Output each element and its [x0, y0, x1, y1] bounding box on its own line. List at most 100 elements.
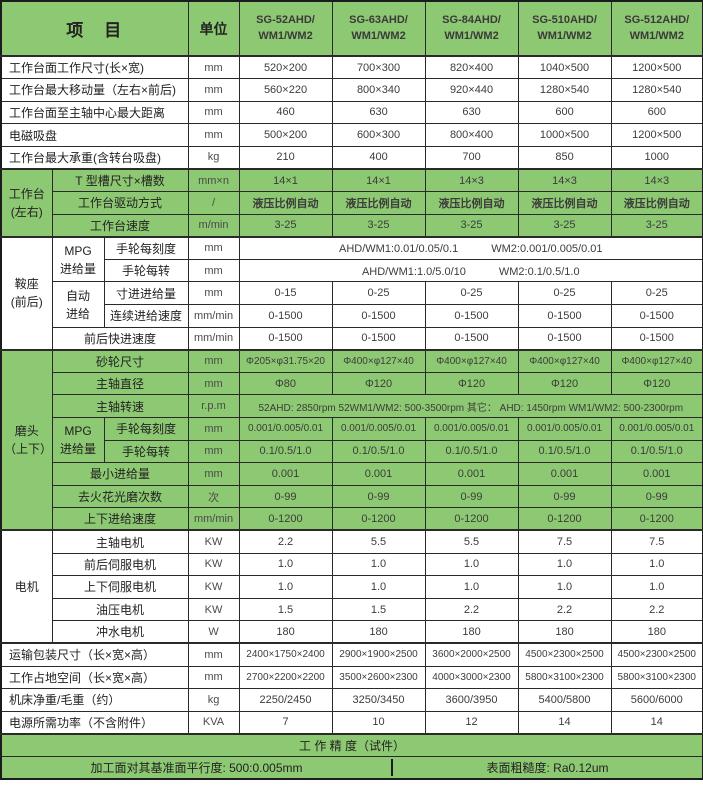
value-cell: 1.0 — [238, 575, 333, 599]
value-cell: 1280×540 — [610, 78, 703, 102]
value-cell: 液压比例自动 — [331, 191, 426, 215]
row-label: 工作台驱动方式 — [51, 191, 189, 215]
value-cell: 3250/3450 — [331, 688, 426, 712]
value-cell: 0-1500 — [424, 326, 519, 351]
unit-cell: mm — [187, 78, 240, 102]
value-cell: 0-25 — [610, 281, 703, 306]
unit-cell: KW — [187, 597, 240, 622]
value-cell: 1.0 — [517, 575, 612, 599]
unit-cell: mm — [187, 462, 240, 486]
value-cell: 1.0 — [331, 552, 426, 577]
value-cell: 820×400 — [424, 55, 519, 80]
value-cell: 1.0 — [610, 552, 703, 577]
value-cell: 2250/2450 — [238, 688, 333, 712]
value-cell: 14×1 — [238, 167, 333, 193]
unit-cell: mm/min — [187, 507, 240, 531]
row-label: 上下伺服电机 — [51, 575, 189, 599]
value-cell: 5.5 — [424, 529, 519, 554]
table-row: 工作台最大移动量（左右×前后) mm 560×220 800×340 920×4… — [0, 78, 703, 102]
merged-value-cell: 52AHD: 2850rpm 52WM1/WM2: 500-3500rpm 其它… — [238, 394, 703, 418]
row-label: 去火花光磨次数 — [51, 484, 189, 509]
value-cell: 0.001/0.005/0.01 — [331, 417, 426, 441]
row-label: 油压电机 — [51, 597, 189, 622]
value-cell: 5400/5800 — [517, 688, 612, 712]
value-cell: 7 — [238, 710, 333, 735]
value-cell: 600 — [517, 100, 612, 125]
value-cell: 210 — [238, 145, 333, 170]
unit-cell: kg — [187, 145, 240, 170]
value-cell: 1000×500 — [517, 123, 612, 147]
accuracy-title: 工 作 精 度（试件） — [0, 732, 703, 757]
value-cell: 0-25 — [331, 281, 426, 306]
table-row: MPG 进给量 手轮每刻度 mm 0.001/0.005/0.01 0.001/… — [1, 416, 703, 464]
value-cell: 2.2 — [238, 529, 333, 554]
table-row: 主轴转速 r.p.m 52AHD: 2850rpm 52WM1/WM2: 500… — [1, 394, 703, 418]
subgroup-label-mpg: MPG 进给量 — [51, 235, 105, 283]
value-cell: 5800×3100×2300 — [517, 665, 612, 690]
value-cell: 1.0 — [331, 575, 426, 599]
row-label: 电磁吸盘 — [0, 123, 189, 147]
value-cell: 700 — [424, 145, 519, 170]
unit-cell: r.p.m — [187, 394, 240, 418]
value-cell: 0.001 — [424, 462, 519, 486]
table-row: 去火花光磨次数 次 0-99 0-99 0-99 0-99 0-99 — [1, 484, 703, 509]
value-cell: 5800×3100×2300 — [610, 665, 703, 690]
subgroup-label-mpg: MPG 进给量 — [51, 416, 105, 464]
value-cell: Φ120 — [517, 371, 612, 396]
value-cell: 1.5 — [238, 597, 333, 622]
row-label: 主轴电机 — [51, 529, 189, 554]
value-cell: 630 — [331, 100, 426, 125]
value-cell: 2700×2200×2200 — [238, 665, 333, 690]
row-label: 最小进给量 — [51, 462, 189, 486]
value-cell: 600 — [610, 100, 703, 125]
merged-value-cell: AHD/WM1:1.0/5.0/10 WM2:0.1/0.5/1.0 — [238, 258, 703, 283]
value-cell: 0-1500 — [331, 326, 426, 351]
table-row: 电磁吸盘 mm 500×200 600×300 800×400 1000×500… — [0, 123, 703, 147]
value-cell: 1.0 — [238, 552, 333, 577]
column-header-model-sg52: SG-52AHD/ WM1/WM2 — [238, 0, 333, 57]
value-cell: 1.0 — [610, 575, 703, 599]
unit-cell: mm — [187, 348, 240, 373]
value-cell: 700×300 — [331, 55, 426, 80]
row-label: 手轮每转 — [103, 258, 189, 283]
value-cell: Φ120 — [331, 371, 426, 396]
table-row: 冲水电机 W 180 180 180 180 180 — [1, 620, 703, 644]
value-cell: 14×3 — [424, 167, 519, 193]
accuracy-values-cell: 加工面对其基准面平行度: 500:0.005mm 表面粗糙度: Ra0.12um — [0, 755, 703, 780]
value-cell: 630 — [424, 100, 519, 125]
table-row: 机床净重/毛重（约） kg 2250/2450 3250/3450 3600/3… — [0, 688, 703, 712]
value-cell: 3600/3950 — [424, 688, 519, 712]
value-cell: 0-15 — [238, 281, 333, 306]
value-cell: 0-99 — [424, 484, 519, 509]
row-label: 工作台最大承重(含转台吸盘) — [0, 145, 189, 170]
value-cell: 3500×2600×2300 — [331, 665, 426, 690]
value-cell: 0-25 — [424, 281, 519, 306]
row-label: 工作台速度 — [51, 213, 189, 238]
unit-cell: / — [187, 191, 240, 215]
value-cell: 0.1/0.5/1.0 — [517, 439, 612, 464]
unit-cell: mm/min — [187, 304, 240, 328]
value-cell: 14 — [610, 710, 703, 735]
value-cell: 1.5 — [331, 597, 426, 622]
value-cell: 14×3 — [610, 167, 703, 193]
group-label-worktable: 工作台 (左右) — [0, 167, 53, 238]
value-cell: 0-1200 — [424, 507, 519, 531]
row-label: 主轴转速 — [51, 394, 189, 418]
value-cell: Φ400×φ127×40 — [610, 348, 703, 373]
value-cell: 0-1500 — [610, 326, 703, 351]
value-cell: 0-99 — [517, 484, 612, 509]
value-cell: 0.1/0.5/1.0 — [424, 439, 519, 464]
table-row: 工作台速度 m/min 3-25 3-25 3-25 3-25 3-25 — [1, 213, 703, 238]
table-row: 上下伺服电机 KW 1.0 1.0 1.0 1.0 1.0 — [1, 575, 703, 599]
unit-cell: mm/min — [187, 326, 240, 351]
unit-cell: mm — [187, 439, 240, 464]
group-label-grindhead: 磨头 （上下） — [0, 348, 53, 531]
table-row: 手轮每转 mm 0.1/0.5/1.0 0.1/0.5/1.0 0.1/0.5/… — [1, 439, 703, 464]
table-row: 主轴直径 mm Φ80 Φ120 Φ120 Φ120 Φ120 — [1, 371, 703, 396]
value-cell: 4000×3000×2300 — [424, 665, 519, 690]
value-cell: Φ400×φ127×40 — [424, 348, 519, 373]
value-cell: 1.0 — [424, 575, 519, 599]
value-cell: 2900×1900×2500 — [331, 642, 426, 667]
value-cell: 1200×500 — [610, 55, 703, 80]
